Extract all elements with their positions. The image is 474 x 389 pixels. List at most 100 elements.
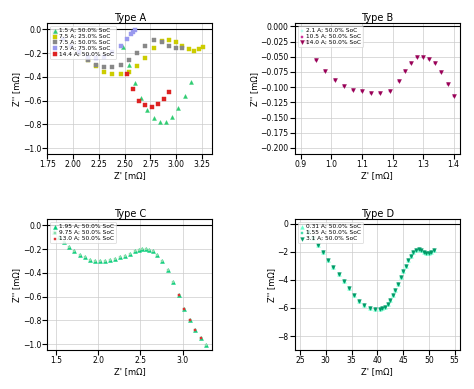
13.0 A; 50.0% SoC (181, 305, 188, 312)
7.5 A; 25.0% SoC (185, 46, 192, 53)
9.75 A; 50.0% SoC (198, 335, 205, 341)
Y-axis label: Z'' [mΩ]: Z'' [mΩ] (12, 72, 21, 106)
1.55 A; 50.0% SoC (325, 257, 332, 263)
3.1 A; 50.0% SoC (392, 287, 399, 293)
3.1 A; 50.0% SoC (325, 257, 332, 263)
1.55 A; 50.0% SoC (428, 249, 435, 255)
7.5 A; 50.0% SoC (59, 36, 67, 42)
1.95 A; 50.0% SoC (50, 230, 58, 236)
1.55 A; 50.0% SoC (384, 301, 392, 307)
0.31 A; 50.0% SoC (386, 296, 394, 303)
1.95 A; 50.0% SoC (101, 258, 109, 264)
1.55 A; 50.0% SoC (371, 306, 379, 312)
1.55 A; 50.0% SoC (309, 235, 317, 241)
9.75 A; 50.0% SoC (81, 254, 89, 261)
1.5 A; 50.0% SoC (125, 62, 133, 68)
1.95 A; 50.0% SoC (106, 257, 114, 263)
9.75 A; 50.0% SoC (149, 248, 157, 254)
0.31 A; 50.0% SoC (410, 249, 417, 255)
9.75 A; 50.0% SoC (55, 234, 63, 240)
1.55 A; 50.0% SoC (376, 306, 383, 312)
10.5 A; 50.0% SoC (376, 89, 384, 96)
10.5 A; 50.0% SoC (312, 57, 320, 63)
1.55 A; 50.0% SoC (407, 253, 415, 259)
1.95 A; 50.0% SoC (86, 257, 93, 263)
9.75 A; 50.0% SoC (61, 239, 68, 245)
1.55 A; 50.0% SoC (422, 250, 430, 256)
0.31 A; 50.0% SoC (366, 305, 374, 311)
9.75 A; 50.0% SoC (116, 254, 124, 261)
14.0 A; 50.0% SoC (358, 88, 366, 95)
1.55 A; 50.0% SoC (425, 250, 433, 256)
0.31 A; 50.0% SoC (335, 271, 342, 277)
7.5 A; 50.0% SoC (165, 43, 173, 49)
1.95 A; 50.0% SoC (175, 292, 182, 298)
9.75 A; 50.0% SoC (121, 253, 129, 259)
9.75 A; 50.0% SoC (96, 258, 104, 264)
14.0 A; 50.0% SoC (431, 60, 439, 66)
2.1 A; 50.0% SoC (450, 93, 457, 100)
1.95 A; 50.0% SoC (164, 267, 171, 273)
7.5 A; 50.0% SoC (150, 37, 157, 43)
1.55 A; 50.0% SoC (420, 249, 428, 255)
10.5 A; 50.0% SoC (431, 60, 439, 66)
2.1 A; 50.0% SoC (413, 54, 421, 61)
14.0 A; 50.0% SoC (413, 54, 421, 61)
2.1 A; 50.0% SoC (349, 86, 356, 93)
14.0 A; 50.0% SoC (395, 78, 402, 84)
1.5 A; 50.0% SoC (156, 119, 164, 125)
1.5 A; 50.0% SoC (150, 115, 157, 121)
3.1 A; 50.0% SoC (389, 292, 397, 298)
7.5 A; 25.0% SoC (51, 30, 58, 36)
1.55 A; 50.0% SoC (350, 292, 358, 298)
0.31 A; 50.0% SoC (319, 249, 327, 255)
0.31 A; 50.0% SoC (304, 229, 311, 235)
1.95 A; 50.0% SoC (181, 305, 188, 312)
3.1 A; 50.0% SoC (399, 268, 407, 275)
14.0 A; 50.0% SoC (340, 83, 347, 89)
2.1 A; 50.0% SoC (340, 83, 347, 89)
14.0 A; 50.0% SoC (419, 54, 427, 60)
1.55 A; 50.0% SoC (399, 268, 407, 275)
7.5 A; 25.0% SoC (84, 57, 91, 63)
3.1 A; 50.0% SoC (404, 257, 412, 263)
0.31 A; 50.0% SoC (381, 303, 389, 310)
Y-axis label: Z'' [mΩ]: Z'' [mΩ] (267, 268, 276, 302)
14.4 A; 50.0% SoC (148, 103, 155, 110)
1.95 A; 50.0% SoC (203, 342, 210, 349)
9.75 A; 50.0% SoC (191, 327, 199, 333)
0.31 A; 50.0% SoC (389, 292, 397, 298)
9.75 A; 50.0% SoC (138, 246, 146, 252)
7.5 A; 50.0% SoC (92, 62, 100, 68)
0.31 A; 50.0% SoC (345, 285, 353, 291)
1.95 A; 50.0% SoC (61, 239, 68, 245)
7.5 A; 75.0% SoC (109, 49, 116, 55)
1.55 A; 50.0% SoC (415, 246, 422, 252)
1.55 A; 50.0% SoC (394, 281, 401, 287)
0.31 A; 50.0% SoC (361, 302, 368, 308)
0.31 A; 50.0% SoC (340, 278, 347, 284)
14.0 A; 50.0% SoC (367, 89, 375, 96)
1.95 A; 50.0% SoC (169, 279, 176, 286)
13.0 A; 50.0% SoC (186, 317, 193, 324)
14.4 A; 50.0% SoC (142, 102, 149, 109)
7.5 A; 25.0% SoC (173, 39, 180, 46)
9.75 A; 50.0% SoC (65, 244, 73, 250)
1.95 A; 50.0% SoC (135, 247, 143, 253)
0.31 A; 50.0% SoC (412, 247, 420, 253)
3.1 A; 50.0% SoC (379, 305, 386, 311)
7.5 A; 25.0% SoC (117, 71, 124, 77)
1.95 A; 50.0% SoC (142, 246, 149, 252)
3.1 A; 50.0% SoC (417, 247, 425, 253)
7.5 A; 75.0% SoC (100, 54, 108, 60)
Title: Type A: Type A (114, 12, 146, 23)
2.1 A; 50.0% SoC (395, 78, 402, 84)
7.5 A; 25.0% SoC (75, 50, 83, 56)
10.5 A; 50.0% SoC (450, 93, 457, 100)
1.5 A; 50.0% SoC (181, 93, 188, 99)
3.1 A; 50.0% SoC (376, 306, 383, 312)
0.31 A; 50.0% SoC (376, 306, 383, 312)
0.31 A; 50.0% SoC (309, 235, 317, 241)
3.1 A; 50.0% SoC (397, 274, 404, 280)
7.5 A; 75.0% SoC (92, 55, 100, 61)
